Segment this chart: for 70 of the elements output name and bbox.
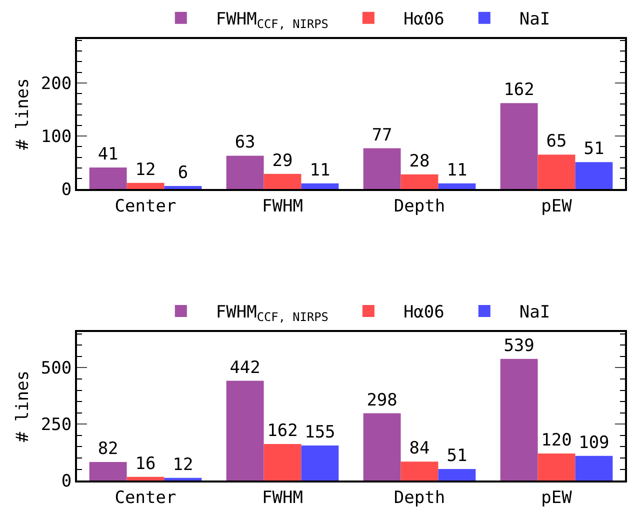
x-tick-label: pEW	[541, 196, 573, 217]
data-label: 539	[504, 336, 534, 356]
x-tick-label: Depth	[394, 488, 446, 508]
data-label: 12	[135, 160, 156, 180]
data-label: 51	[584, 139, 604, 160]
legend-label: Hα06	[403, 302, 444, 323]
data-label: 109	[578, 432, 610, 453]
bar	[126, 182, 164, 190]
data-label: 41	[98, 144, 118, 164]
bar	[164, 478, 202, 481]
bar	[264, 174, 302, 190]
bar	[575, 456, 613, 481]
data-label: 28	[409, 151, 430, 172]
data-label: 29	[272, 150, 293, 171]
bar	[301, 446, 339, 481]
data-label: 65	[546, 132, 567, 152]
legend-label: FWHM$_{CCF, NIRPS}$	[216, 9, 328, 32]
data-label: 82	[98, 439, 118, 460]
y-tick-label: 0	[61, 180, 72, 200]
bar	[363, 148, 401, 190]
data-label: 162	[267, 420, 298, 441]
x-tick-label: FWHM	[262, 196, 303, 217]
bar	[400, 174, 438, 190]
data-label: 155	[304, 422, 336, 443]
data-label: 11	[310, 160, 330, 180]
bar	[400, 462, 438, 481]
data-label: 11	[446, 160, 468, 180]
y-tick-label: 100	[40, 127, 72, 148]
bar	[301, 183, 339, 190]
bar	[126, 476, 164, 481]
legend-label: NaI	[519, 302, 550, 323]
bar	[575, 162, 613, 190]
bar	[164, 186, 202, 190]
y-tick-label: 0	[61, 471, 72, 492]
data-label: 16	[135, 454, 156, 474]
data-label: 6	[178, 163, 188, 184]
x-tick-label: Depth	[394, 196, 446, 217]
x-tick-label: pEW	[541, 488, 573, 508]
data-label: 51	[446, 446, 468, 466]
y-tick-label: 200	[40, 74, 72, 94]
data-label: 12	[172, 454, 194, 475]
y-tick-label: 500	[40, 358, 72, 379]
data-label: 120	[541, 430, 572, 450]
legend-label: Hα06	[403, 9, 444, 30]
legend-label: FWHM$_{CCF, NIRPS}$	[216, 302, 328, 324]
data-label: 162	[504, 80, 534, 100]
bar	[226, 156, 264, 190]
y-tick-label: 250	[40, 415, 72, 436]
data-label: 84	[409, 438, 430, 459]
bar	[89, 167, 127, 190]
bar	[500, 103, 538, 190]
y-axis-title: # lines	[12, 78, 33, 150]
data-label: 298	[366, 390, 398, 410]
bar	[438, 183, 476, 190]
bar	[438, 469, 476, 481]
bar	[264, 444, 302, 481]
legend-label: NaI	[519, 9, 550, 30]
x-tick-label: Center	[114, 196, 176, 217]
data-label: 442	[230, 358, 260, 378]
x-tick-label: FWHM	[262, 488, 303, 508]
bar	[538, 154, 576, 190]
bar	[226, 380, 264, 481]
bar	[538, 453, 576, 481]
bar	[363, 413, 401, 481]
bar	[500, 358, 538, 481]
bar	[89, 462, 127, 481]
x-tick-label: Center	[114, 488, 176, 508]
data-label: 63	[234, 132, 256, 153]
y-axis-title: # lines	[12, 370, 33, 442]
data-label: 77	[372, 125, 392, 146]
